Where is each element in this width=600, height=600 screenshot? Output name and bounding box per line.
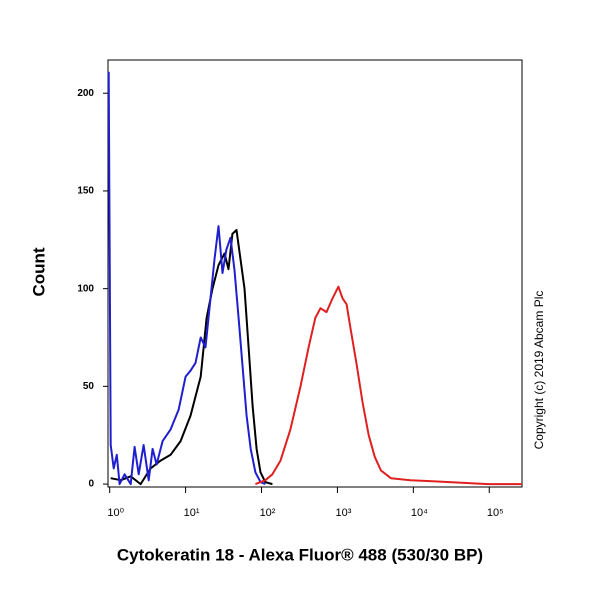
histogram-line bbox=[107, 71, 266, 486]
y-tick-label: 100 bbox=[77, 283, 94, 294]
y-tick-label: 0 bbox=[88, 479, 94, 490]
x-tick-label: 10⁵ bbox=[487, 507, 504, 519]
x-tick-label: 10³ bbox=[335, 507, 351, 519]
y-tick-label: 150 bbox=[77, 186, 94, 197]
x-axis-label: Cytokeratin 18 - Alexa Fluor® 488 (530/3… bbox=[117, 545, 483, 564]
histogram-line bbox=[255, 285, 522, 486]
x-tick-label: 10⁴ bbox=[411, 507, 428, 519]
y-tick-label: 50 bbox=[83, 381, 95, 392]
x-tick-label: 10⁰ bbox=[107, 507, 124, 519]
plot-frame bbox=[107, 59, 523, 488]
copyright: Copyright (c) 2019 Abcam Plc bbox=[532, 291, 546, 450]
x-tick-label: 10¹ bbox=[184, 507, 200, 519]
y-axis-label: Count bbox=[29, 247, 48, 296]
y-tick-label: 200 bbox=[77, 88, 94, 99]
x-tick-label: 10² bbox=[260, 507, 276, 519]
